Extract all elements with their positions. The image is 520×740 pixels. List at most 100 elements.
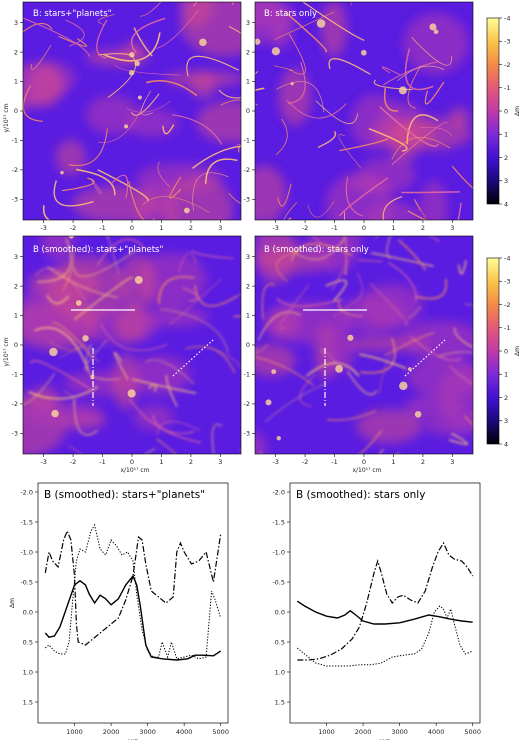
x-tick-label: -2	[70, 224, 76, 232]
x-tick-label: 5000	[212, 728, 229, 736]
y-tick-label: 2	[246, 48, 250, 56]
map-xlabel-right: x/10¹⁷ cm	[352, 467, 381, 474]
x-tick-label: 4000	[428, 728, 445, 736]
x-tick-label: -1	[99, 224, 105, 232]
colorbar-tick-label: 0	[504, 107, 508, 115]
colorbar-top: -4 -3 -2 -1 0 1 2 3 4 Δm	[486, 14, 520, 208]
y-tick-label: -1.0	[20, 548, 33, 556]
y-tick-label: 0.0	[275, 608, 285, 616]
y-tick-label: -1	[12, 371, 18, 379]
plot-frame	[37, 482, 229, 724]
y-tick-label: 1	[14, 312, 18, 320]
y-tick-label: 3	[246, 19, 250, 27]
x-tick-label: -1	[331, 458, 337, 466]
map-title-2: B: stars only	[264, 9, 317, 19]
x-tick-label: 4000	[176, 728, 193, 736]
x-tick-label: 5000	[464, 728, 481, 736]
x-tick-label: -2	[302, 458, 308, 466]
map-ylabel-bottom: y/10¹⁷ cm	[3, 337, 10, 366]
series-line-solid	[44, 574, 222, 661]
x-tick-label: -1	[99, 458, 105, 466]
colorbar-tick-label: -2	[504, 301, 510, 309]
y-tick-label: 1	[246, 312, 250, 320]
y-tick-label: -1	[244, 137, 250, 145]
x-tick-label: -3	[272, 224, 278, 232]
colorbar-tick-label: -2	[504, 61, 510, 69]
colorbar-tick-label: -1	[504, 324, 510, 332]
y-axis-label: Δm	[9, 598, 16, 608]
y-tick-label: 0.0	[23, 608, 33, 616]
x-tick-label: 0	[362, 458, 366, 466]
y-tick-label: -1.5	[20, 518, 33, 526]
x-tick-label: -2	[302, 224, 308, 232]
series-line-dashdot	[297, 541, 474, 661]
light-curve-panel-stars-planets: B (smoothed): stars+"planets" 1000 2000 300…	[9, 482, 229, 740]
y-tick-label: 3	[14, 253, 18, 261]
colorbar-tick-label: 3	[504, 177, 508, 185]
colorbar-tick-label: 4	[504, 440, 508, 448]
x-tick-label: 1000	[66, 728, 83, 736]
y-tick-label: 0	[14, 341, 18, 349]
map-panel-stars-planets: -3 -2 -1 0 1 2 3 3 2 1 0 -1 -2 -3	[12, 1, 242, 232]
x-tick-label: 2000	[103, 728, 120, 736]
light-curve-title: B (smoothed): stars+"planets"	[44, 489, 205, 501]
y-tick-label: -3	[244, 196, 250, 204]
colorbar-tick-label: 4	[504, 200, 508, 208]
x-tick-label: 1	[391, 458, 395, 466]
y-tick-label: -3	[12, 196, 18, 204]
y-tick-label: 1.5	[275, 698, 285, 706]
colorbar-tick-label: -4	[504, 254, 510, 262]
y-tick-label: -2	[244, 400, 250, 408]
x-tick-label: 1	[391, 224, 395, 232]
y-tick-label: 2	[14, 48, 18, 56]
y-tick-label: 0	[246, 107, 250, 115]
y-tick-label: 1.0	[275, 668, 285, 676]
y-tick-label: -1.0	[272, 548, 285, 556]
y-tick-label: 1	[14, 78, 18, 86]
light-curve-title: B (smoothed): stars only	[296, 489, 425, 501]
y-tick-label: -2	[12, 400, 18, 408]
series-line-dashdot	[44, 529, 222, 646]
colorbar-tick-label: -3	[504, 278, 510, 286]
y-tick-label: -2	[12, 166, 18, 174]
y-tick-label: -1.5	[272, 518, 285, 526]
x-tick-label: -3	[40, 458, 46, 466]
x-tick-label: 3	[218, 224, 222, 232]
map-panel-stars-only: -3 -2 -1 0 1 2 3 3 2 1 0 -1 -2 -3	[244, 1, 474, 232]
y-tick-label: 1.5	[23, 698, 33, 706]
x-tick-label: 2	[421, 224, 425, 232]
colorbar-label: Δm	[514, 346, 520, 356]
y-tick-label: 2	[14, 282, 18, 290]
x-tick-label: 3	[218, 458, 222, 466]
colorbar-tick-label: 1	[504, 131, 508, 139]
y-tick-label: 0	[14, 107, 18, 115]
x-tick-label: 3	[450, 224, 454, 232]
x-tick-label: -2	[70, 458, 76, 466]
x-tick-label: 3000	[391, 728, 408, 736]
x-tick-label: 2	[421, 458, 425, 466]
y-tick-label: 3	[246, 253, 250, 261]
x-tick-label: -1	[331, 224, 337, 232]
x-tick-label: 1000	[318, 728, 335, 736]
x-tick-label: 0	[130, 224, 134, 232]
y-tick-label: -3	[12, 430, 18, 438]
map-panel-smoothed-stars-only: -3 -2 -1 0 1 2 3 3 2 1 0 -1 -2 -3	[244, 235, 474, 466]
y-tick-label: 0.5	[23, 638, 33, 646]
plot-frame	[289, 482, 481, 724]
x-tick-label: 2	[189, 224, 193, 232]
colorbar-tick-label: 3	[504, 417, 508, 425]
colorbar-tick-label: -4	[504, 14, 510, 22]
y-tick-label: -1	[244, 371, 250, 379]
y-tick-label: 0	[246, 341, 250, 349]
colorbar-gradient	[486, 17, 500, 205]
colorbar-tick-label: -3	[504, 38, 510, 46]
map-title-1: B: stars+"planets"	[33, 9, 112, 19]
colorbar-gradient	[486, 257, 500, 445]
x-tick-label: 3000	[139, 728, 156, 736]
y-tick-label: 3	[14, 19, 18, 27]
series-line-dotted	[44, 523, 222, 660]
x-tick-label: 0	[362, 224, 366, 232]
series-line-solid	[296, 600, 473, 625]
x-tick-label: 3	[450, 458, 454, 466]
